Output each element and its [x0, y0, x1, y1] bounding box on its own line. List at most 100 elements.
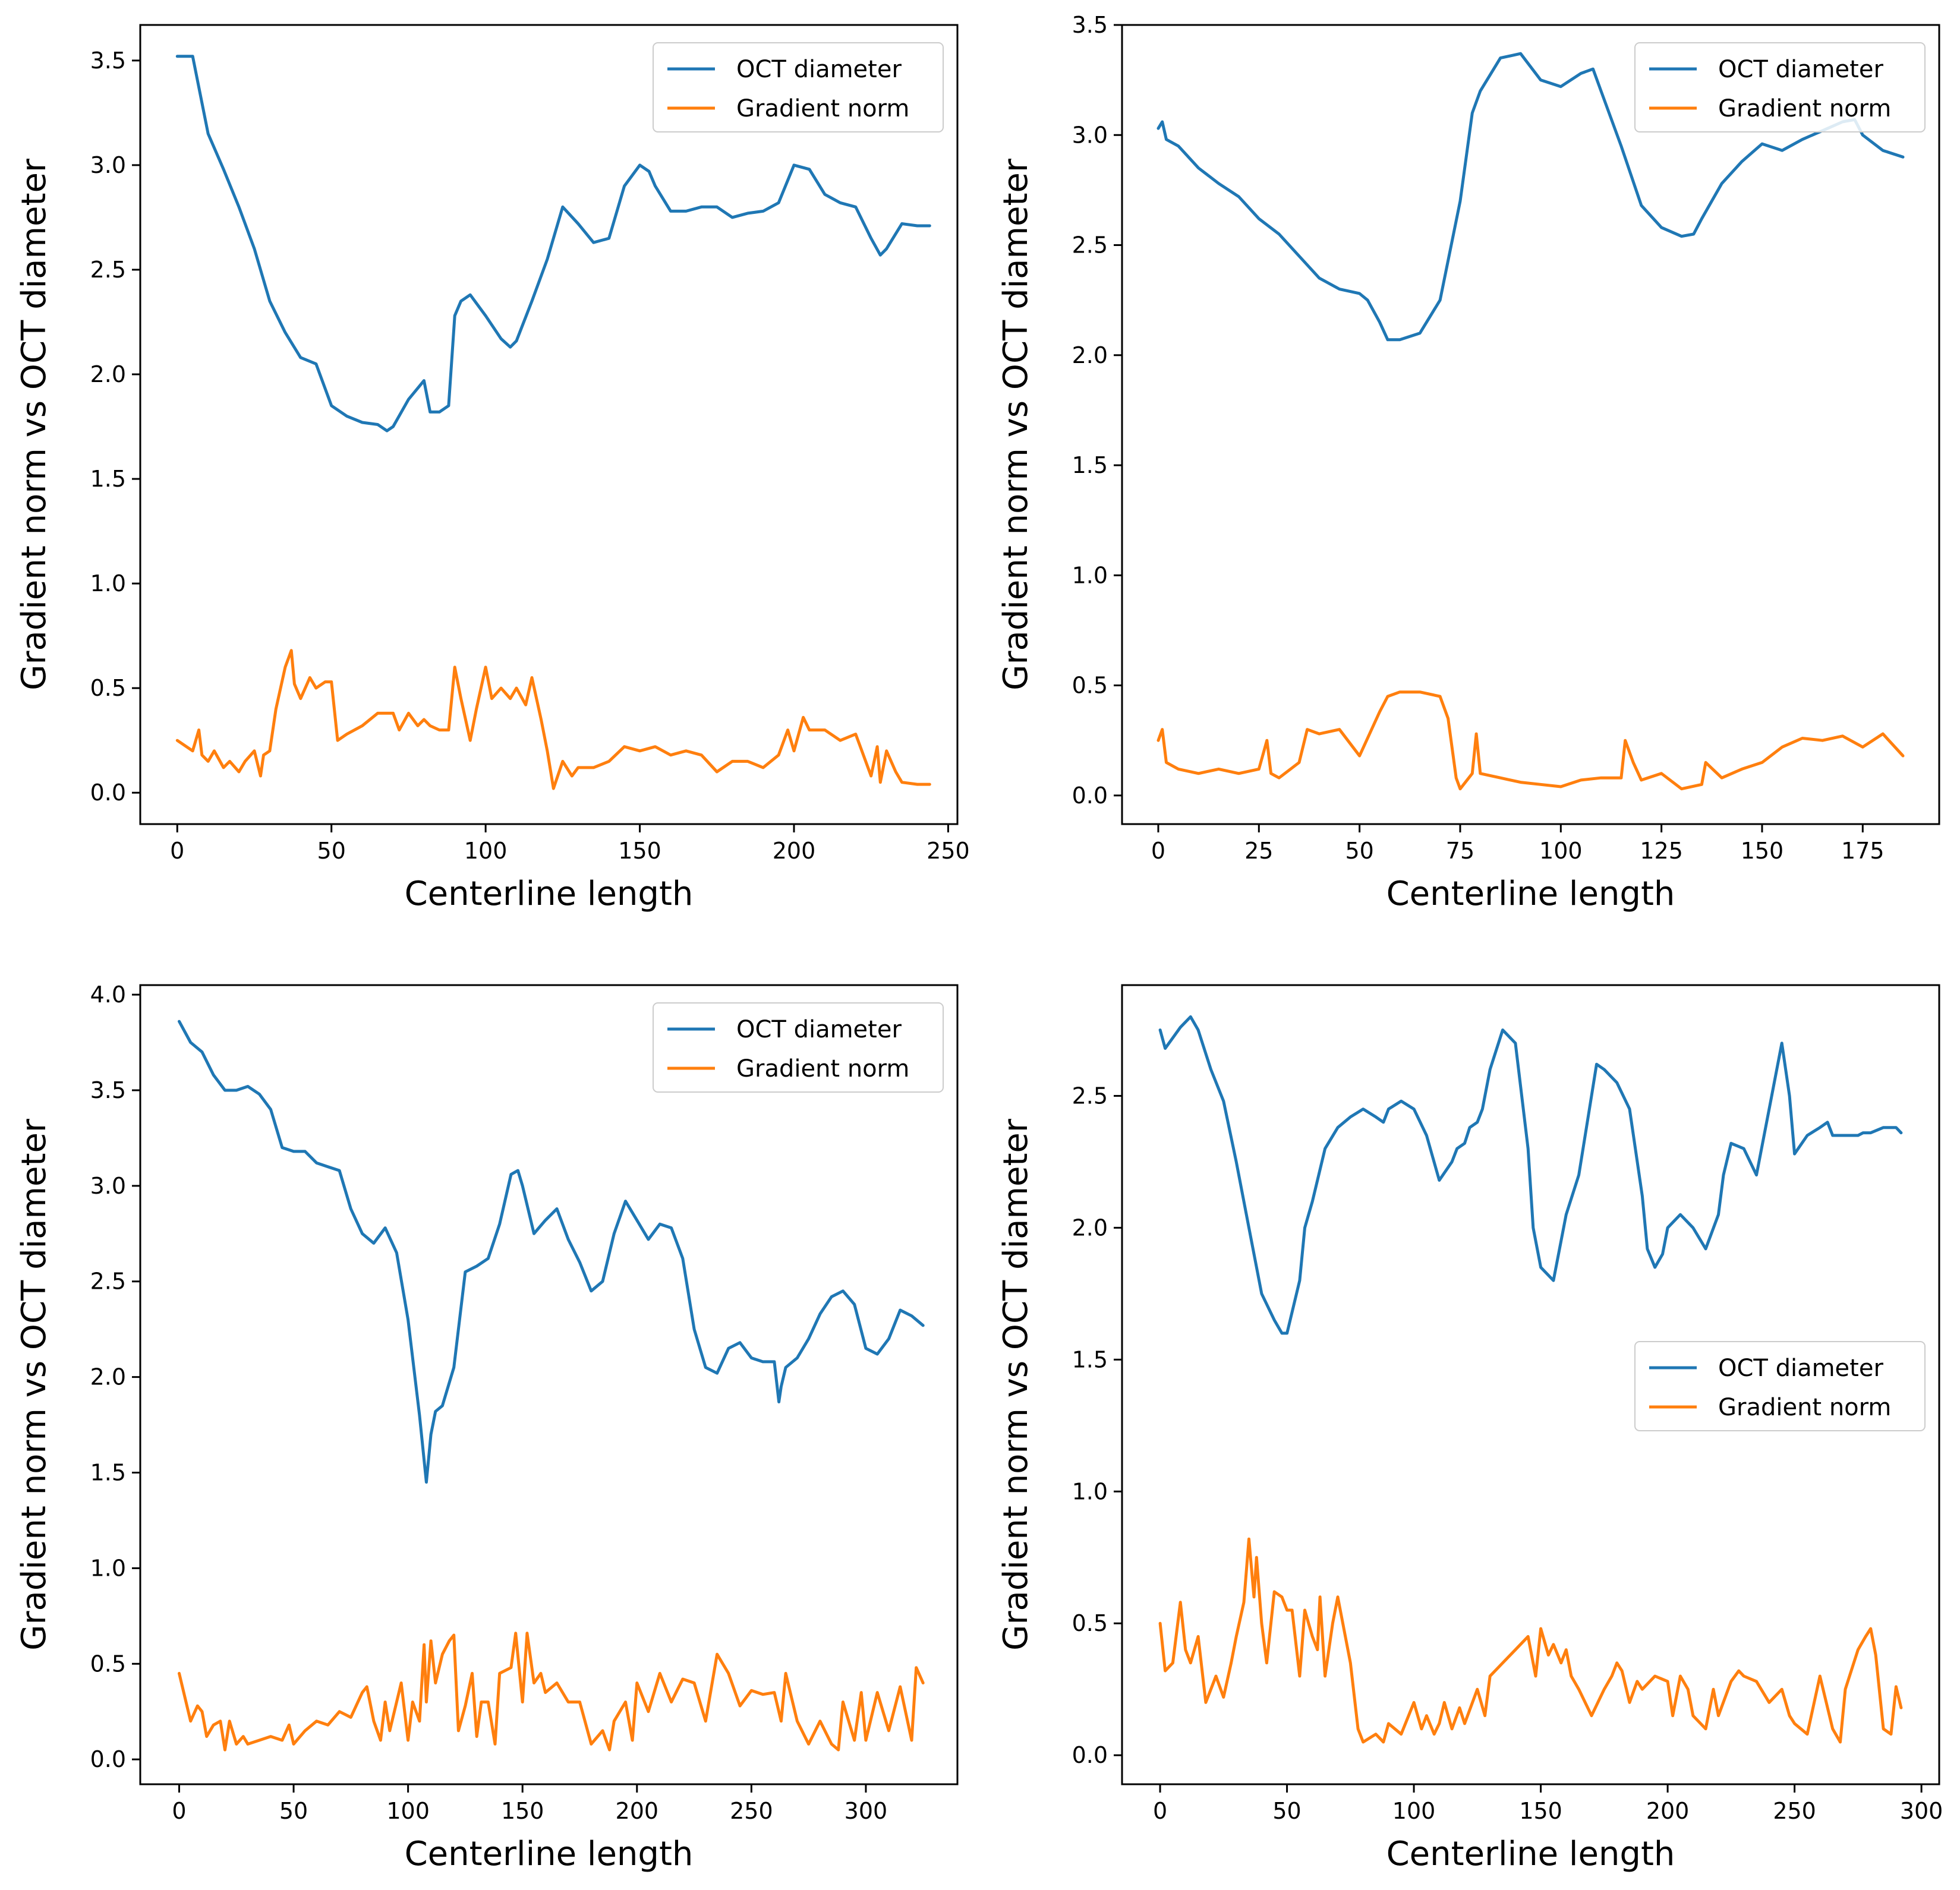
y-tick-label: 2.5	[1072, 232, 1108, 258]
x-tick-label: 50	[1345, 838, 1373, 864]
x-tick-label: 250	[1773, 1798, 1816, 1824]
legend: OCT diameter Gradient norm	[1634, 42, 1926, 132]
axes-frame	[139, 984, 959, 1785]
y-tick-label: 2.0	[1072, 1214, 1108, 1241]
x-axis-label: Centerline length	[405, 875, 694, 913]
y-tick-label: 3.0	[1072, 122, 1108, 148]
y-tick-label: 1.5	[90, 1460, 126, 1486]
series-line-oct-diameter	[1158, 1015, 1903, 1335]
x-tick-label: 250	[927, 838, 970, 864]
x-tick-label: 0	[1153, 1798, 1167, 1824]
y-tick-label: 3.0	[90, 152, 126, 178]
y-tick-label: 2.0	[1072, 342, 1108, 368]
x-tick-label: 150	[501, 1798, 544, 1824]
y-tick-label: 1.0	[1072, 1478, 1108, 1504]
x-tick-label: 0	[1151, 838, 1165, 864]
x-axis-label: Centerline length	[1387, 875, 1675, 913]
y-tick-label: 0.0	[1072, 782, 1108, 809]
y-tick-label: 2.0	[90, 361, 126, 387]
legend-label: Gradient norm	[736, 1055, 909, 1083]
y-tick-label: 3.5	[1072, 12, 1108, 38]
x-tick-label: 150	[618, 838, 661, 864]
legend-box	[653, 1002, 944, 1093]
x-tick-label: 200	[616, 1798, 659, 1824]
series-line-gradient-norm	[175, 649, 931, 790]
series-line-gradient-norm	[1158, 1537, 1903, 1744]
x-tick-label: 150	[1519, 1798, 1562, 1824]
series-line-oct-diameter	[175, 55, 931, 433]
legend-box	[653, 42, 944, 132]
x-tick-label: 175	[1841, 838, 1885, 864]
x-tick-label: 200	[1646, 1798, 1690, 1824]
chart-panel-3: 0 50 100 150 200 250 300 0.0 0.5 1.0 1.5 2.0 2.5 3.0 3…	[15, 982, 959, 1873]
x-tick-label: 200	[773, 838, 816, 864]
y-tick-label: 2.5	[90, 257, 126, 283]
y-tick-label: 3.0	[90, 1173, 126, 1199]
y-axis-label: Gradient norm vs OCT diameter	[997, 158, 1035, 690]
x-tick-label: 150	[1741, 838, 1784, 864]
legend: OCT diameter Gradient norm	[653, 1002, 944, 1093]
x-tick-label: 75	[1446, 838, 1474, 864]
legend-label: Gradient norm	[736, 95, 909, 122]
y-tick-label: 3.5	[90, 1077, 126, 1103]
x-tick-label: 125	[1640, 838, 1683, 864]
y-tick-label: 0.0	[90, 780, 126, 806]
x-tick-label: 300	[844, 1798, 888, 1824]
series-line-gradient-norm	[178, 1632, 925, 1752]
y-tick-label: 3.5	[90, 48, 126, 74]
y-tick-label: 1.0	[90, 570, 126, 597]
x-tick-label: 100	[1392, 1798, 1436, 1824]
legend: OCT diameter Gradient norm	[653, 42, 944, 132]
x-tick-label: 100	[464, 838, 508, 864]
y-tick-label: 1.0	[1072, 562, 1108, 588]
x-tick-label: 300	[1900, 1798, 1943, 1824]
legend-box	[1634, 1341, 1926, 1431]
legend-box	[1634, 42, 1926, 132]
y-tick-label: 1.5	[90, 466, 126, 492]
x-tick-label: 50	[317, 838, 346, 864]
y-axis-label: Gradient norm vs OCT diameter	[15, 158, 53, 690]
legend-label: Gradient norm	[1718, 95, 1891, 122]
y-tick-label: 0.5	[1072, 1610, 1108, 1636]
axes-frame	[139, 24, 959, 825]
series-line-oct-diameter	[1157, 52, 1905, 342]
y-tick-label: 1.0	[90, 1555, 126, 1581]
axes-frame	[1121, 24, 1940, 825]
x-tick-label: 0	[170, 838, 184, 864]
legend-label: OCT diameter	[736, 1016, 902, 1043]
y-tick-label: 0.0	[90, 1746, 126, 1772]
x-tick-label: 250	[730, 1798, 773, 1824]
legend: OCT diameter Gradient norm	[1634, 1341, 1926, 1431]
y-tick-label: 2.5	[1072, 1083, 1108, 1109]
y-tick-label: 0.0	[1072, 1742, 1108, 1768]
x-axis-label: Centerline length	[1387, 1835, 1675, 1873]
x-tick-label: 25	[1244, 838, 1273, 864]
y-tick-label: 4.0	[90, 982, 126, 1008]
chart-panel-2: 0 25 50 75 100 125 150 175 0.0 0.5 1.0 1.5 2.0 2.5 3.0…	[997, 12, 1940, 913]
y-tick-label: 0.5	[1072, 673, 1108, 699]
legend-label: OCT diameter	[736, 56, 902, 83]
x-axis-label: Centerline length	[405, 1835, 694, 1873]
chart-panel-4: 0 50 100 150 200 250 300 0.0 0.5 1.0 1.5 2.0 2.5 Cent…	[997, 984, 1943, 1873]
axes-frame	[1121, 984, 1940, 1785]
legend-label: OCT diameter	[1718, 56, 1883, 83]
y-axis-label: Gradient norm vs OCT diameter	[15, 1118, 53, 1651]
series-line-gradient-norm	[1157, 690, 1905, 791]
y-tick-label: 0.5	[90, 675, 126, 701]
x-tick-label: 50	[1272, 1798, 1301, 1824]
chart-panel-1: 0 50 100 150 200 250 0.0 0.5 1.0 1.5 2.0 2.5 3.0 3.5 C…	[15, 24, 970, 913]
y-tick-label: 2.5	[90, 1269, 126, 1295]
y-tick-label: 1.5	[1072, 1346, 1108, 1372]
x-tick-label: 100	[386, 1798, 430, 1824]
x-tick-label: 50	[279, 1798, 308, 1824]
legend-label: Gradient norm	[1718, 1394, 1891, 1421]
y-tick-label: 0.5	[90, 1651, 126, 1677]
y-tick-label: 2.0	[90, 1364, 126, 1390]
x-tick-label: 100	[1539, 838, 1583, 864]
series-line-oct-diameter	[178, 1020, 925, 1484]
y-tick-label: 1.5	[1072, 452, 1108, 478]
y-axis-label: Gradient norm vs OCT diameter	[997, 1118, 1035, 1651]
legend-label: OCT diameter	[1718, 1355, 1883, 1382]
x-tick-label: 0	[172, 1798, 186, 1824]
